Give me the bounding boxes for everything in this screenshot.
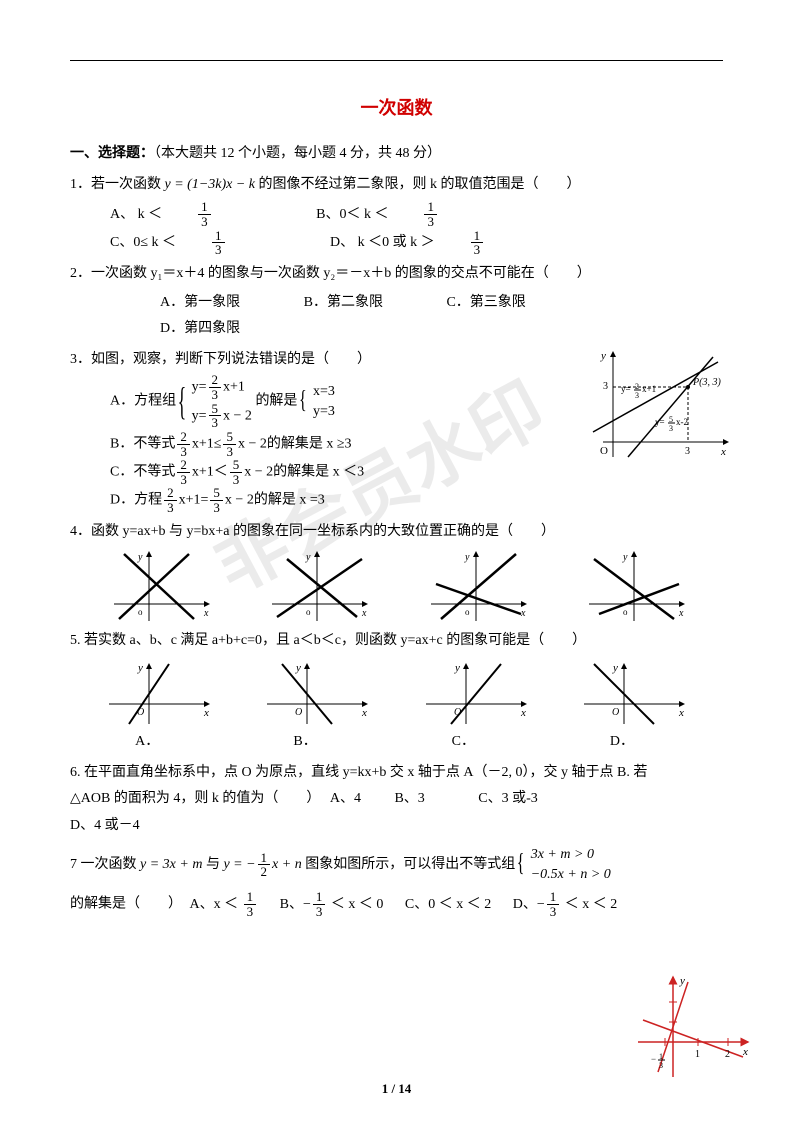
svg-text:o: o bbox=[623, 607, 628, 617]
section-note: （本大题共 12 个小题，每小题 4 分，共 48 分） bbox=[154, 146, 441, 161]
q7-system: 3x + m > 0 −0.5x + n > 0 bbox=[519, 845, 611, 884]
q2-B: B．第二象限 bbox=[304, 290, 383, 317]
svg-text:x+1: x+1 bbox=[642, 384, 656, 394]
q5-label-c: C． bbox=[416, 729, 536, 756]
q4-stem: 4．函数 y=ax+b 与 y=bx+a 的图象在同一坐标系内的大致位置正确的是… bbox=[70, 524, 555, 539]
svg-text:3: 3 bbox=[603, 381, 608, 392]
svg-text:1: 1 bbox=[695, 1049, 700, 1060]
q4-graph-c: xyo bbox=[421, 549, 531, 624]
q3-system2: x=3 y=3 bbox=[301, 382, 335, 421]
svg-text:3: 3 bbox=[659, 1061, 663, 1070]
svg-text:y=: y= bbox=[621, 384, 631, 394]
svg-text:x: x bbox=[720, 446, 726, 458]
q4-graph-b: x y o bbox=[262, 549, 372, 624]
svg-text:o: o bbox=[465, 607, 470, 617]
svg-text:y: y bbox=[137, 552, 143, 563]
svg-text:P(3, 3): P(3, 3) bbox=[692, 377, 721, 388]
q7-optC: C、0 ＜ x ＜ 2 bbox=[405, 897, 491, 912]
svg-text:o: o bbox=[306, 607, 311, 617]
q2-options: A．第一象限 B．第二象限 C．第三象限 D．第四象限 bbox=[70, 290, 723, 343]
svg-text:x: x bbox=[678, 608, 684, 619]
svg-text:x: x bbox=[203, 707, 209, 719]
q1-optD: D、 k ＜0 或 k ＞13 bbox=[330, 229, 551, 257]
svg-text:y: y bbox=[137, 662, 143, 674]
svg-text:x: x bbox=[678, 707, 684, 719]
svg-text:y: y bbox=[679, 975, 685, 987]
q4-graph-a: x y o bbox=[104, 549, 214, 624]
top-rule bbox=[70, 60, 723, 61]
q5-label-d: D． bbox=[574, 729, 694, 756]
svg-text:2: 2 bbox=[725, 1049, 730, 1060]
q2-stem: 2．一次函数 y₁＝x＋4 的图象与一次函数 y₂＝－x＋b 的图象的交点不可能… bbox=[70, 266, 591, 281]
q5-label-b: B． bbox=[257, 729, 377, 756]
q7-optB: B、−13 ＜ x ＜ 0 bbox=[280, 897, 384, 912]
svg-text:x: x bbox=[520, 707, 526, 719]
svg-text:y: y bbox=[622, 552, 628, 563]
q1-optA: A、 k ＜13 bbox=[110, 200, 279, 228]
q5-graphs: x y O x y O x y O x y O bbox=[70, 659, 723, 729]
svg-text:O: O bbox=[295, 707, 302, 718]
svg-text:x: x bbox=[361, 707, 367, 719]
q2-C: C．第三象限 bbox=[446, 290, 525, 317]
svg-text:y: y bbox=[295, 662, 301, 674]
q5-graph-a: xyO bbox=[99, 659, 219, 729]
question-1: 1．若一次函数 y = (1−3k)x − k 的图像不经过第二象限，则 k 的… bbox=[70, 172, 723, 199]
svg-text:y: y bbox=[305, 552, 311, 563]
svg-text:y: y bbox=[600, 350, 606, 362]
q3-system1: y=23x+1 y=53x − 2 bbox=[180, 373, 252, 430]
question-6: 6. 在平面直角坐标系中，点 O 为原点，直线 y=kx+b 交 x 轴于点 A… bbox=[70, 760, 723, 840]
q1-options: A、 k ＜13 B、0＜ k ＜13 C、0≤ k ＜13 D、 k ＜0 或… bbox=[70, 200, 723, 257]
svg-text:y: y bbox=[612, 662, 618, 674]
q7-optA: A、x ＜ 13 bbox=[190, 897, 259, 912]
q6-optD: D、4 或－4 bbox=[70, 813, 723, 840]
question-4: 4．函数 y=ax+b 与 y=bx+a 的图象在同一坐标系内的大致位置正确的是… bbox=[70, 519, 723, 546]
q4-graph-d: x y o bbox=[579, 549, 689, 624]
q1-stem-pre: 1．若一次函数 bbox=[70, 177, 165, 192]
q5-graph-c: xyO bbox=[416, 659, 536, 729]
svg-text:y=: y= bbox=[655, 417, 665, 427]
question-7: 7 一次函数 y = 3x + m 与 y = −12x + n 图象如图所示，… bbox=[70, 845, 723, 884]
q6-line2: △AOB 的面积为 4，则 k 的值为（ ） A、4 B、3 C、3 或-3 bbox=[70, 786, 723, 813]
svg-text:x: x bbox=[361, 608, 367, 619]
q1-optC: C、0≤ k ＜13 bbox=[110, 229, 293, 257]
q5-labels: A． B． C． D． bbox=[70, 729, 723, 756]
svg-text:y: y bbox=[454, 662, 460, 674]
q1-formula: y = (1−3k)x − k bbox=[165, 177, 256, 192]
q2-D: D．第四象限 bbox=[160, 316, 240, 343]
q3-diagram: O x y P(3, 3) 3 3 y=23x+1 y=53x-2 bbox=[583, 347, 733, 467]
svg-text:o: o bbox=[138, 607, 143, 617]
page-title: 一次函数 bbox=[70, 91, 723, 125]
q7-diagram: x y 1 2 −13 bbox=[633, 972, 753, 1082]
q7-optD: D、−13 ＜ x ＜ 2 bbox=[513, 897, 618, 912]
q5-graph-d: x y O bbox=[574, 659, 694, 729]
question-5: 5. 若实数 a、b、c 满足 a+b+c=0，且 a＜b＜c，则函数 y=ax… bbox=[70, 628, 723, 655]
svg-text:O: O bbox=[600, 445, 608, 457]
svg-text:−: − bbox=[651, 1054, 656, 1064]
section-heading: 一、选择题：（本大题共 12 个小题，每小题 4 分，共 48 分） bbox=[70, 141, 723, 168]
q1-optB: B、0＜ k ＜13 bbox=[316, 200, 505, 228]
q4-graphs: x y o x y o x y o x y o bbox=[70, 549, 723, 624]
svg-text:3: 3 bbox=[685, 446, 690, 457]
section-label: 一、选择题： bbox=[70, 146, 154, 161]
q3-optD: D．方程23x+1=53x − 2的解是 x =3 bbox=[70, 486, 723, 514]
q6-line1: 6. 在平面直角坐标系中，点 O 为原点，直线 y=kx+b 交 x 轴于点 A… bbox=[70, 760, 723, 787]
svg-text:y: y bbox=[464, 552, 470, 563]
q5-graph-b: x y O bbox=[257, 659, 377, 729]
q5-stem: 5. 若实数 a、b、c 满足 a+b+c=0，且 a＜b＜c，则函数 y=ax… bbox=[70, 633, 586, 648]
q7-line2: 的解集是（ ） A、x ＜ 13 B、−13 ＜ x ＜ 0 C、0 ＜ x ＜… bbox=[70, 890, 723, 918]
svg-text:O: O bbox=[612, 707, 619, 718]
page-number: 1 / 14 bbox=[0, 1077, 793, 1102]
svg-text:3: 3 bbox=[635, 391, 639, 400]
q1-stem-post: 的图像不经过第二象限，则 k 的取值范围是（ ） bbox=[255, 177, 581, 192]
q5-label-a: A． bbox=[99, 729, 219, 756]
question-3: 3．如图，观察，判断下列说法错误的是（ ） A．方程组 y=23x+1 y=53… bbox=[70, 347, 723, 515]
q2-A: A．第一象限 bbox=[160, 290, 240, 317]
svg-text:x: x bbox=[203, 608, 209, 619]
svg-text:x-2: x-2 bbox=[676, 417, 688, 427]
question-2: 2．一次函数 y₁＝x＋4 的图象与一次函数 y₂＝－x＋b 的图象的交点不可能… bbox=[70, 261, 723, 288]
svg-text:3: 3 bbox=[669, 424, 673, 433]
